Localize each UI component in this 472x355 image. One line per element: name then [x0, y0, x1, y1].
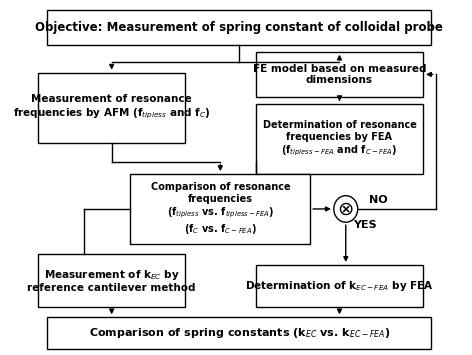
FancyBboxPatch shape	[130, 174, 310, 244]
Text: NO: NO	[369, 195, 388, 205]
FancyBboxPatch shape	[256, 104, 423, 174]
FancyBboxPatch shape	[256, 265, 423, 307]
Ellipse shape	[334, 196, 358, 222]
Text: ⊗: ⊗	[337, 200, 354, 218]
Text: Measurement of k$_{EC}$ by
reference cantilever method: Measurement of k$_{EC}$ by reference can…	[27, 268, 196, 293]
Text: Objective: Measurement of spring constant of colloidal probe: Objective: Measurement of spring constan…	[35, 21, 443, 34]
FancyBboxPatch shape	[47, 317, 431, 349]
Text: YES: YES	[353, 220, 377, 230]
Text: Measurement of resonance
frequencies by AFM (f$_{tipless}$ and f$_{C}$): Measurement of resonance frequencies by …	[13, 94, 211, 121]
FancyBboxPatch shape	[256, 52, 423, 97]
Text: Determination of k$_{EC-FEA}$ by FEA: Determination of k$_{EC-FEA}$ by FEA	[245, 279, 434, 293]
FancyBboxPatch shape	[39, 73, 185, 143]
Text: Comparison of resonance
frequencies
(f$_{tipless}$ vs. f$_{tipless-FEA}$)
(f$_{C: Comparison of resonance frequencies (f$_…	[151, 182, 290, 236]
FancyBboxPatch shape	[39, 255, 185, 307]
Text: FE model based on measured
dimensions: FE model based on measured dimensions	[253, 64, 426, 85]
FancyBboxPatch shape	[47, 10, 431, 45]
Text: Comparison of spring constants (k$_{EC}$ vs. k$_{EC-FEA}$): Comparison of spring constants (k$_{EC}$…	[89, 326, 390, 340]
Text: Determination of resonance
frequencies by FEA
(f$_{tipless-FEA}$ and f$_{C-FEA}$: Determination of resonance frequencies b…	[262, 120, 416, 158]
